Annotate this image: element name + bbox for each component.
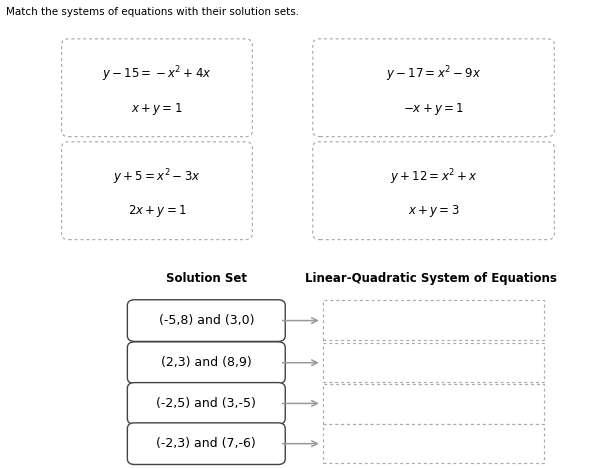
FancyBboxPatch shape — [62, 142, 252, 240]
FancyBboxPatch shape — [323, 300, 544, 340]
FancyBboxPatch shape — [127, 300, 285, 342]
Text: $y + 5 = x^2 - 3x$: $y + 5 = x^2 - 3x$ — [113, 167, 201, 187]
Text: (-2,3) and (7,-6): (-2,3) and (7,-6) — [157, 437, 256, 450]
Text: $x + y = 3$: $x + y = 3$ — [408, 204, 459, 219]
FancyBboxPatch shape — [127, 342, 285, 384]
FancyBboxPatch shape — [323, 384, 544, 424]
Text: $y - 15 = -x^2 + 4x$: $y - 15 = -x^2 + 4x$ — [102, 64, 212, 84]
FancyBboxPatch shape — [127, 423, 285, 464]
FancyBboxPatch shape — [323, 343, 544, 382]
Text: $2x + y = 1$: $2x + y = 1$ — [127, 204, 187, 219]
FancyBboxPatch shape — [313, 142, 554, 240]
Text: (-5,8) and (3,0): (-5,8) and (3,0) — [158, 314, 254, 327]
FancyBboxPatch shape — [62, 39, 252, 137]
FancyBboxPatch shape — [323, 424, 544, 463]
Text: (2,3) and (8,9): (2,3) and (8,9) — [161, 356, 252, 369]
FancyBboxPatch shape — [127, 383, 285, 424]
Text: $x + y = 1$: $x + y = 1$ — [131, 101, 183, 117]
Text: $-x + y = 1$: $-x + y = 1$ — [403, 101, 464, 117]
Text: Solution Set: Solution Set — [166, 272, 247, 285]
Text: (-2,5) and (3,-5): (-2,5) and (3,-5) — [156, 397, 257, 410]
Text: Linear-Quadratic System of Equations: Linear-Quadratic System of Equations — [304, 272, 557, 285]
FancyBboxPatch shape — [313, 39, 554, 137]
Text: Match the systems of equations with their solution sets.: Match the systems of equations with thei… — [6, 7, 299, 17]
Text: $y - 17 = x^2 - 9x$: $y - 17 = x^2 - 9x$ — [386, 64, 481, 84]
Text: $y + 12 = x^2 + x$: $y + 12 = x^2 + x$ — [390, 167, 477, 187]
